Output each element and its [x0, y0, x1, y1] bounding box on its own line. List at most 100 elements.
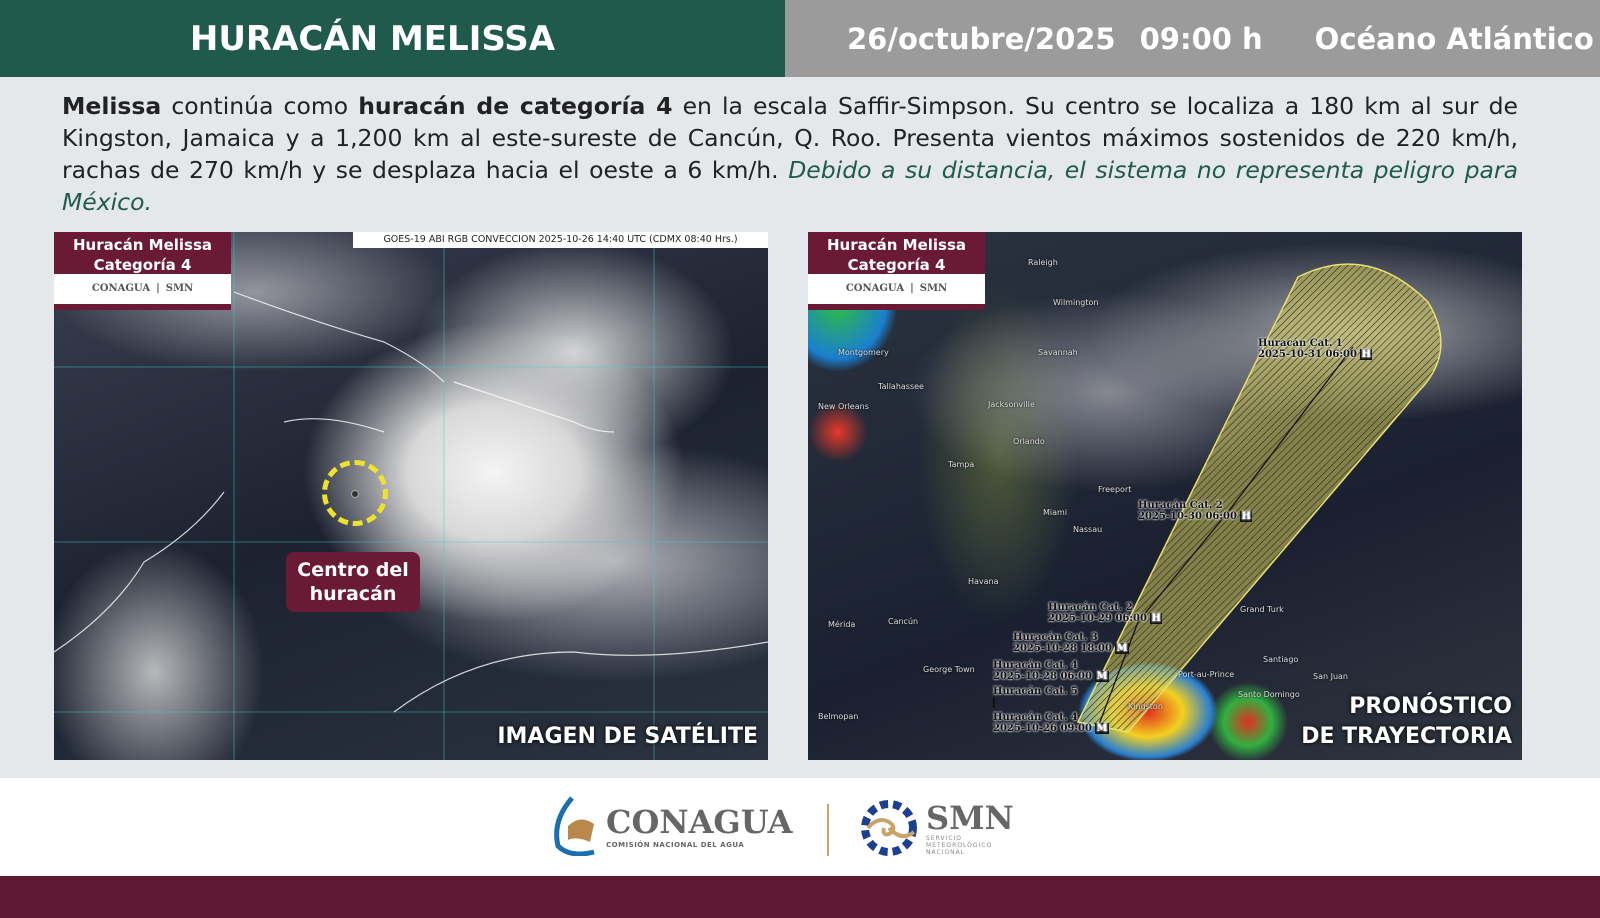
forecast-point-label: Huracán Cat. 2 2025-10-30 06:00 H [1138, 500, 1252, 522]
forecast-time: 2025-10-29 06:00 H [1048, 613, 1162, 624]
place-label: Orlando [1013, 437, 1045, 446]
forecast-category: Huracán Cat. 4 [993, 712, 1078, 723]
badge-line2: Categoría 4 [847, 256, 946, 274]
hurricane-eye [351, 490, 359, 498]
forecast-category: Huracán Cat. 2 [1048, 602, 1133, 613]
place-label: George Town [923, 665, 975, 674]
forecast-track-map: Huracán Melissa Categoría 4 CONAGUA | SMN R… [808, 232, 1522, 760]
forecast-cone [1076, 263, 1442, 733]
place-label: Cancún [888, 617, 919, 626]
caption-line2: DE TRAYECTORIA [1301, 724, 1512, 749]
place-label: New Orleans [818, 402, 869, 411]
forecast-datetime: 2025-10-29 06:00 [1048, 613, 1147, 624]
place-label: Tallahassee [878, 382, 924, 391]
conagua-logo: CONAGUA [91, 283, 151, 294]
intensity-symbol: M [1115, 643, 1129, 654]
place-label: San Juan [1313, 672, 1348, 681]
center-label-line1: Centro del [297, 559, 409, 581]
forecast-point-label: Huracán Cat. 4 2025-10-26 09:00 M [993, 712, 1109, 734]
forecast-time: 2025-10-28 18:00 M [1013, 643, 1129, 654]
conagua-subtitle: COMISIÓN NACIONAL DEL AGUA [606, 841, 745, 849]
forecast-category: Huracán Cat. 1 [1258, 338, 1343, 349]
intensity-symbol [993, 697, 995, 708]
forecast-category: Huracán Cat. 2 [1138, 500, 1223, 511]
forecast-point-label: Huracán Cat. 2 2025-10-29 06:00 H [1048, 602, 1162, 624]
cone-shape [1076, 263, 1442, 733]
place-label: Nassau [1073, 525, 1103, 534]
intensity-symbol: H [1150, 613, 1162, 624]
center-label: Centro del huracán [286, 552, 420, 612]
caption-line1: PRONÓSTICO [1349, 694, 1512, 719]
storm-badge: Huracán Melissa Categoría 4 CONAGUA | SMN [808, 232, 985, 310]
text: continúa como [161, 92, 359, 120]
forecast-point-label: Huracán Cat. 4 2025-10-28 06:00 M [993, 660, 1109, 682]
forecast-datetime: 2025-10-28 18:00 [1013, 643, 1112, 654]
forecast-time: 2025-10-26 09:00 M [993, 723, 1109, 734]
date: 26/octubre/2025 [847, 21, 1116, 56]
place-label: Miami [1043, 508, 1068, 517]
conagua-logo: CONAGUA COMISIÓN NACIONAL DEL AGUA [550, 796, 793, 856]
category: huracán de categoría 4 [358, 92, 673, 120]
bottom-bar [0, 876, 1600, 918]
conagua-icon [554, 796, 595, 856]
forecast-datetime: 2025-10-26 09:00 [993, 723, 1092, 734]
badge-line2: Categoría 4 [93, 256, 192, 274]
header-title: HURACÁN MELISSA [0, 0, 785, 77]
smn-sub: METEOROLÓGICO [926, 841, 993, 849]
forecast-datetime: 2025-10-30 06:00 [1138, 511, 1237, 522]
forecast-datetime: 2025-10-31 06:00 [1258, 349, 1357, 360]
place-label: Havana [968, 577, 999, 586]
forecast-datetime: 2025-10-28 06:00 [993, 671, 1092, 682]
place-label: Mérida [828, 620, 856, 629]
smn-sub: SERVICIO [926, 834, 962, 842]
satellite-caption: IMAGEN DE SATÉLITE [497, 724, 758, 749]
place-label: Savannah [1038, 348, 1078, 357]
hurricane-center-marker [322, 460, 388, 526]
smn-icon [861, 800, 917, 856]
divider [827, 804, 829, 856]
place-label: Tampa [948, 460, 975, 469]
region: Océano Atlántico [1314, 21, 1594, 56]
text: en la escala Saffir-Simpson. Su centro s… [62, 92, 1518, 184]
place-label: Montgomery [838, 348, 889, 357]
storm-name: Melissa [62, 92, 162, 120]
place-label: Port-au-Prince [1178, 670, 1235, 679]
conagua-name: CONAGUA [606, 803, 793, 841]
place-label: Freeport [1098, 485, 1132, 494]
intensity-symbol: H [1360, 349, 1372, 360]
forecast-category: Huracán Cat. 5 [993, 686, 1078, 697]
badge-line1: Huracán Melissa [72, 236, 213, 254]
forecast-category: Huracán Cat. 3 [1013, 632, 1098, 643]
place-label: Santiago [1263, 655, 1299, 664]
place-label: Raleigh [1028, 258, 1058, 267]
forecast-category: Huracán Cat. 4 [993, 660, 1078, 671]
forecast-time: 2025-10-28 06:00 M [993, 671, 1109, 682]
badge-logos: CONAGUA | SMN [54, 274, 231, 304]
forecast-caption: PRONÓSTICO DE TRAYECTORIA [1301, 692, 1512, 752]
smn-logo: SMN SERVICIO METEOROLÓGICO NACIONAL [858, 798, 1014, 858]
place-label: Belmopan [818, 712, 859, 721]
place-label: Grand Turk [1240, 605, 1284, 614]
intensity-symbol: M [1095, 671, 1109, 682]
forecast-time: 2025-10-31 06:00 H [1258, 349, 1372, 360]
smn-sub: NACIONAL [926, 848, 966, 856]
forecast-point-label: Huracán Cat. 5 [993, 686, 1078, 708]
satellite-image: Huracán Melissa Categoría 4 CONAGUA | SMN G… [54, 232, 768, 760]
intensity-symbol: M [1095, 723, 1109, 734]
forecast-time [993, 697, 1078, 708]
time: 09:00 h [1139, 21, 1263, 56]
track-line [1097, 346, 1354, 728]
image-source: GOES-19 ABI RGB CONVECCION 2025-10-26 14… [353, 232, 768, 248]
center-label-line2: huracán [309, 583, 397, 605]
place-label: Santo Domingo [1238, 690, 1300, 699]
title-text: HURACÁN MELISSA [189, 18, 556, 59]
place-label: Jacksonville [988, 400, 1035, 409]
grid-lines [54, 232, 768, 760]
forecast-time: 2025-10-30 06:00 H [1138, 511, 1252, 522]
conagua-logo: CONAGUA [845, 283, 905, 294]
risk-note: Debido a su distancia, el sistema no rep… [62, 156, 1518, 216]
smn-name: SMN [926, 798, 1014, 837]
forecast-point-label: Huracán Cat. 3 2025-10-28 18:00 M [1013, 632, 1129, 654]
footer: CONAGUA COMISIÓN NACIONAL DEL AGUA SMN SE… [0, 778, 1600, 876]
place-label: Wilmington [1053, 298, 1099, 307]
